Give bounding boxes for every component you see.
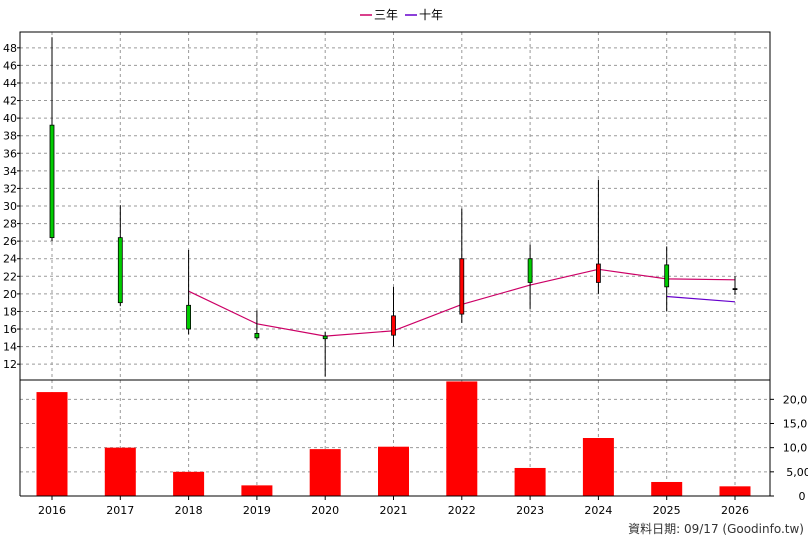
volume-bar — [514, 467, 546, 496]
volume-bar — [378, 446, 409, 496]
price-tick-label: 14 — [3, 341, 17, 354]
candle-body — [322, 335, 328, 340]
price-tick-label: 22 — [3, 270, 17, 283]
price-tick-label: 46 — [3, 59, 17, 72]
source-footer: 資料日期: 09/17 (Goodinfo.tw) — [628, 522, 804, 536]
x-tick-label: 2024 — [584, 504, 612, 517]
price-tick-label: 38 — [3, 130, 17, 143]
legend-label-0: 三年 — [374, 8, 398, 22]
volume-bar — [104, 447, 136, 496]
price-tick-label: 24 — [3, 253, 17, 266]
volume-panel: 0 5,000 10,000 15,000 20,000 — [19, 380, 808, 503]
price-tick-label: 20 — [3, 288, 17, 301]
x-tick-label: 2017 — [106, 504, 134, 517]
price-frame — [19, 31, 771, 381]
price-tick-label: 12 — [3, 358, 17, 371]
x-tick-label: 2016 — [38, 504, 66, 517]
x-tick-label: 2023 — [516, 504, 544, 517]
x-tick-label: 2022 — [448, 504, 476, 517]
price-panel: 12 14 16 18 20 22 24 26 28 30 32 34 36 38 40 42 44 46 48 — [3, 31, 771, 496]
volume-bar — [36, 392, 68, 496]
price-tick-label: 18 — [3, 305, 17, 318]
volume-bar — [241, 485, 273, 496]
candle-body — [732, 288, 738, 291]
candle-body — [596, 263, 601, 283]
candle-body — [527, 258, 533, 283]
x-tick-label: 2018 — [175, 504, 203, 517]
ma-line-十年 — [666, 295, 736, 303]
volume-tick-label: 0 — [799, 490, 806, 503]
price-tick-label: 32 — [3, 182, 17, 195]
volume-tick-label: 15,000 — [783, 418, 808, 431]
price-tick-label: 44 — [3, 77, 17, 90]
volume-bar — [446, 381, 478, 496]
x-tick-label: 2020 — [311, 504, 339, 517]
volume-bar — [173, 471, 205, 496]
x-tick-label: 2026 — [721, 504, 749, 517]
candle-body — [186, 304, 192, 330]
volume-tick-label: 10,000 — [783, 442, 808, 455]
candle-body — [117, 237, 123, 304]
price-tick-label: 30 — [3, 200, 17, 213]
volume-bar — [582, 438, 614, 496]
candle-body — [49, 124, 55, 239]
price-tick-label: 42 — [3, 95, 17, 108]
volume-tick-label: 5,000 — [786, 466, 808, 479]
price-tick-label: 34 — [3, 165, 17, 178]
x-tick-label: 2019 — [243, 504, 271, 517]
legend: 三年 十年 — [360, 8, 443, 22]
price-tick-label: 16 — [3, 323, 17, 336]
price-tick-label: 40 — [3, 112, 17, 125]
volume-bar — [719, 486, 751, 496]
volume-bar — [309, 449, 341, 496]
price-tick-label: 26 — [3, 235, 17, 248]
candle-body — [391, 315, 396, 336]
volume-bar — [651, 481, 683, 496]
candle-body — [459, 258, 465, 315]
volume-tick-label: 20,000 — [783, 393, 808, 406]
x-axis: 2016 2017 2018 2019 2020 2021 2022 2023 2024 2025… — [38, 496, 749, 517]
price-tick-label: 48 — [3, 42, 17, 55]
candle-body — [254, 333, 260, 339]
x-tick-label: 2021 — [380, 504, 408, 517]
legend-label-1: 十年 — [419, 8, 443, 22]
candle-body — [664, 264, 670, 288]
price-tick-label: 36 — [3, 147, 17, 160]
x-tick-label: 2025 — [653, 504, 681, 517]
price-tick-label: 28 — [3, 218, 17, 231]
